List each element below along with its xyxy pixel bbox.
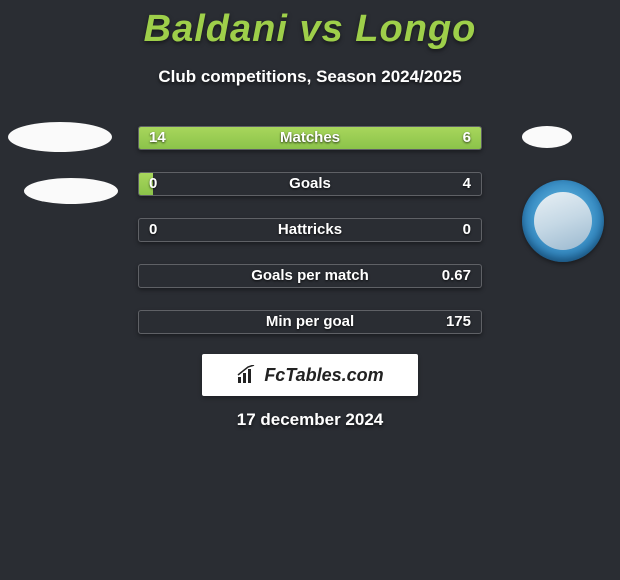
stat-row: 0 Hattricks 0	[138, 218, 482, 242]
stat-value-right: 0.67	[442, 265, 471, 287]
page-title: Baldani vs Longo	[0, 0, 620, 51]
stat-label: Goals	[139, 173, 481, 195]
player-left-badge-2	[24, 178, 118, 204]
date-text: 17 december 2024	[0, 410, 620, 430]
player-right-badge-2	[522, 180, 604, 262]
stat-label: Matches	[139, 127, 481, 149]
stat-label: Hattricks	[139, 219, 481, 241]
stat-value-right: 0	[463, 219, 471, 241]
player-right-badge-1	[522, 126, 572, 148]
stat-value-right: 175	[446, 311, 471, 333]
stats-container: 14 Matches 6 0 Goals 4 0 Hattricks 0 Goa…	[138, 126, 482, 356]
stat-value-right: 4	[463, 173, 471, 195]
chart-icon	[236, 365, 260, 385]
player-left-badge-1	[8, 122, 112, 152]
stat-row: 14 Matches 6	[138, 126, 482, 150]
subtitle: Club competitions, Season 2024/2025	[0, 67, 620, 87]
watermark-text: FcTables.com	[264, 365, 383, 386]
watermark: FcTables.com	[202, 354, 418, 396]
stat-row: Goals per match 0.67	[138, 264, 482, 288]
stat-row: 0 Goals 4	[138, 172, 482, 196]
stat-label: Min per goal	[139, 311, 481, 333]
stat-row: Min per goal 175	[138, 310, 482, 334]
stat-value-right: 6	[463, 127, 471, 149]
stat-label: Goals per match	[139, 265, 481, 287]
